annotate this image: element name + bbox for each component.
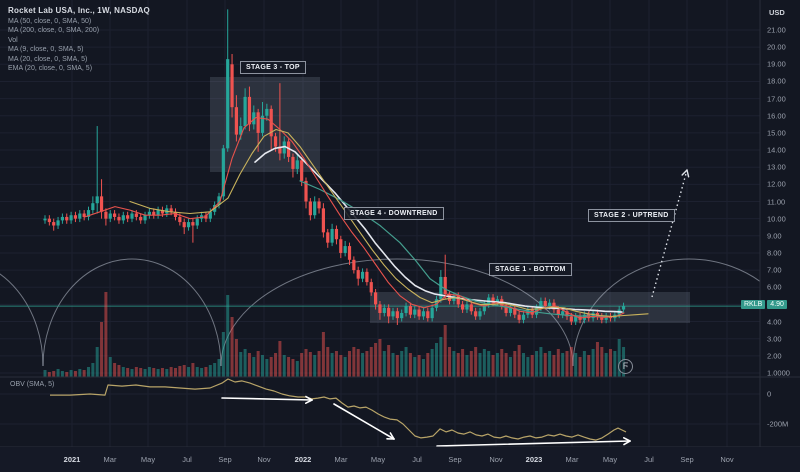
time-tick-label: May [370, 455, 386, 464]
time-tick-label: Mar [103, 455, 117, 464]
price-tick-label: 4.00 [767, 317, 782, 327]
time-tick-label: Sep [218, 455, 232, 464]
annotation-stage3-top[interactable]: STAGE 3 - TOP [240, 61, 306, 74]
time-tick-label: 2021 [63, 455, 81, 464]
ma-line-ma50 [254, 145, 623, 313]
grid-layer [0, 0, 760, 447]
time-tick-label: Mar [334, 455, 348, 464]
time-tick-label: Nov [720, 455, 734, 464]
obv-tick-label: 0 [767, 389, 772, 399]
highlight-boxes [210, 77, 690, 323]
stage2-dotted-arrow [651, 169, 688, 298]
price-tick-label: 1.0000 [767, 368, 790, 378]
price-tick-label: 21.00 [767, 25, 786, 35]
time-tick-label: Mar [565, 455, 579, 464]
price-tick-label: 13.00 [767, 162, 786, 172]
lightning-badge-icon[interactable]: Ϝ [618, 359, 633, 374]
uptrend-arrow-layer [651, 169, 690, 298]
time-tick-label: Nov [489, 455, 503, 464]
time-tick-label: 2023 [525, 455, 543, 464]
price-tick-label: 15.00 [767, 128, 786, 138]
time-tick-label: Jul [412, 455, 422, 464]
current-price-value: 4.90 [767, 300, 787, 309]
price-tick-label: 12.00 [767, 179, 786, 189]
price-tick-label: 17.00 [767, 94, 786, 104]
obv-indicator-legend: OBV (SMA, 5) [10, 381, 55, 388]
time-tick-label: Sep [680, 455, 694, 464]
time-tick-label: Jul [644, 455, 654, 464]
price-tick-label: 16.00 [767, 111, 786, 121]
volume-layer [43, 292, 626, 377]
time-tick-label: Sep [448, 455, 462, 464]
obv-line [50, 378, 627, 441]
price-tick-label: 7.00 [767, 265, 782, 275]
price-tick-label: 10.00 [767, 214, 786, 224]
price-tick-label: 9.00 [767, 231, 782, 241]
price-tick-label: 2.00 [767, 351, 782, 361]
price-tick-label: 14.00 [767, 145, 786, 155]
time-tick-label: Nov [257, 455, 271, 464]
price-axis-currency-label: USD [769, 8, 785, 17]
obv-tick-label: -200M [767, 419, 789, 429]
price-tick-label: 18.00 [767, 76, 786, 86]
price-tick-label: 20.00 [767, 42, 786, 52]
price-tick-label: 8.00 [767, 248, 782, 258]
obv-arrows-layer [221, 395, 631, 447]
time-tick-label: May [140, 455, 156, 464]
time-axis[interactable]: 2021 Mar May Jul Sep Nov 2022 Mar May Jul Sep Nov 20… [0, 447, 800, 472]
current-price-badge: RKLB 4.90 [741, 300, 787, 309]
obv-line-layer [50, 378, 627, 441]
price-tick-label: 3.00 [767, 334, 782, 344]
time-tick-label: May [602, 455, 618, 464]
current-price-symbol: RKLB [741, 300, 766, 309]
annotation-stage4-downtrend[interactable]: STAGE 4 - DOWNTREND [344, 207, 444, 220]
annotation-stage2-uptrend[interactable]: STAGE 2 - UPTREND [588, 209, 675, 222]
price-tick-label: 19.00 [767, 59, 786, 69]
price-tick-label: 6.00 [767, 282, 782, 292]
price-axis[interactable]: 21.00 20.00 19.00 18.00 17.00 16.00 15.00 14.00… [761, 0, 800, 447]
price-tick-label: 11.00 [767, 197, 786, 206]
time-tick-label: 2022 [294, 455, 312, 464]
time-tick-label: Jul [182, 455, 192, 464]
annotation-stage1-bottom[interactable]: STAGE 1 - BOTTOM [489, 263, 572, 276]
ma-line-ema20 [129, 128, 649, 317]
